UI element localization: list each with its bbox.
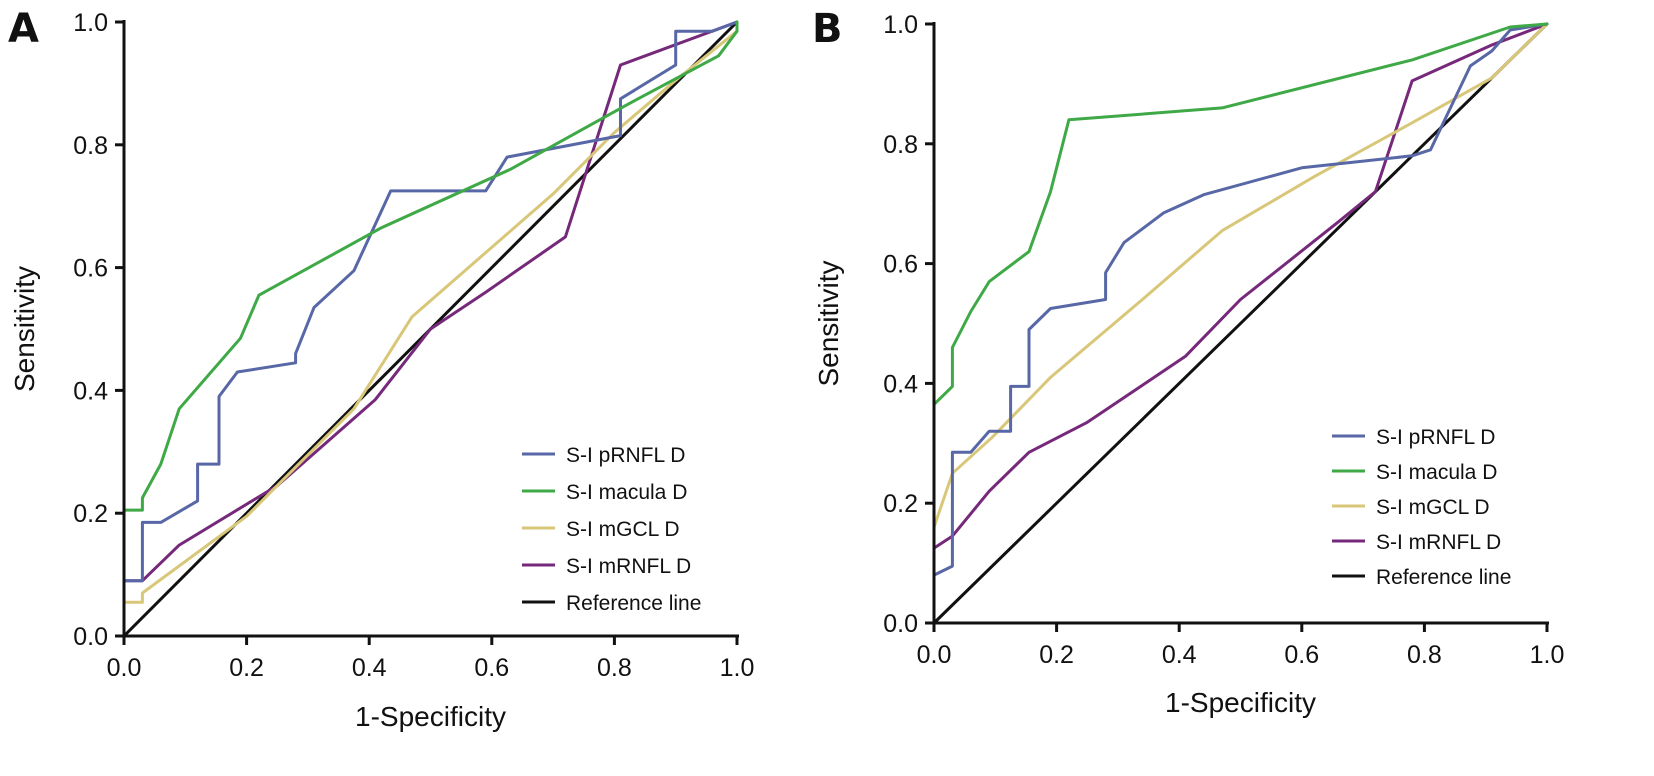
roc-curve-s-i-prnfl-d <box>932 22 1549 625</box>
roc-curve-s-i-prnfl-d <box>122 20 739 638</box>
legend: S-I pRNFL D S-I macula D S-I mGCL D S-I mRN… <box>1332 426 1511 589</box>
roc-curve-s-i-mgcl-d <box>932 22 1549 625</box>
y-tick-label: 1.0 <box>883 11 918 39</box>
panel-label: B <box>812 6 843 52</box>
y-tick-label: 0.2 <box>883 490 918 518</box>
y-tick-label: 0.4 <box>73 377 108 405</box>
legend-label: S-I macula D <box>1376 461 1497 484</box>
x-tick-label: 0.6 <box>474 654 509 682</box>
panel-a: A 0.0 0.2 0.4 0.6 0.8 1.0 0.0 0.2 0.4 0.6 0.8 1.0 1-S… <box>8 6 754 732</box>
x-axis-title: 1-Specificity <box>355 701 506 732</box>
y-tick-label: 0.4 <box>883 370 918 398</box>
legend-label: S-I mRNFL D <box>566 555 691 578</box>
x-tick-label: 1.0 <box>1530 641 1565 669</box>
legend-label: S-I macula D <box>566 481 687 504</box>
y-tick-label: 0.8 <box>883 131 918 159</box>
x-tick-label: 0.2 <box>1039 641 1074 669</box>
x-tick-label: 0.4 <box>352 654 387 682</box>
y-tick-label: 0.6 <box>883 251 918 279</box>
x-tick-label: 0.0 <box>917 641 952 669</box>
y-tick-label: 0.8 <box>73 132 108 160</box>
roc-curve-s-i-macula-d <box>932 22 1549 625</box>
roc-curve-s-i-macula-d <box>122 20 739 638</box>
panel-label: A <box>8 6 39 52</box>
y-axis-title: Sensitivity <box>9 266 40 392</box>
x-tick-label: 0.6 <box>1284 641 1319 669</box>
y-tick-label: 0.2 <box>73 500 108 528</box>
legend-label: S-I pRNFL D <box>1376 426 1495 449</box>
y-axis-title: Sensitivity <box>813 260 844 386</box>
x-tick-label: 0.8 <box>1407 641 1442 669</box>
y-tick-label: 0.0 <box>883 610 918 638</box>
x-tick-label: 0.0 <box>107 654 142 682</box>
x-tick-label: 1.0 <box>720 654 755 682</box>
legend-label: Reference line <box>1376 566 1511 589</box>
x-axis-title: 1-Specificity <box>1165 687 1316 718</box>
x-tick-label: 0.8 <box>597 654 632 682</box>
legend-label: S-I mGCL D <box>1376 496 1490 519</box>
legend-label: S-I pRNFL D <box>566 444 685 467</box>
legend-label: S-I mRNFL D <box>1376 531 1501 554</box>
y-tick-label: 0.0 <box>73 623 108 651</box>
y-tick-label: 1.0 <box>73 9 108 37</box>
x-tick-label: 0.4 <box>1162 641 1197 669</box>
roc-curve-reference-line <box>932 22 1549 625</box>
y-tick-label: 0.6 <box>73 255 108 283</box>
panel-b: B 0.0 0.2 0.4 0.6 0.8 1.0 0.0 0.2 0.4 0.6 0.8 1.0 1-S… <box>812 6 1564 718</box>
legend: S-I pRNFL D S-I macula D S-I mGCL D S-I mRN… <box>522 444 701 615</box>
legend-label: Reference line <box>566 592 701 615</box>
x-tick-label: 0.2 <box>229 654 264 682</box>
legend-label: S-I mGCL D <box>566 518 680 541</box>
